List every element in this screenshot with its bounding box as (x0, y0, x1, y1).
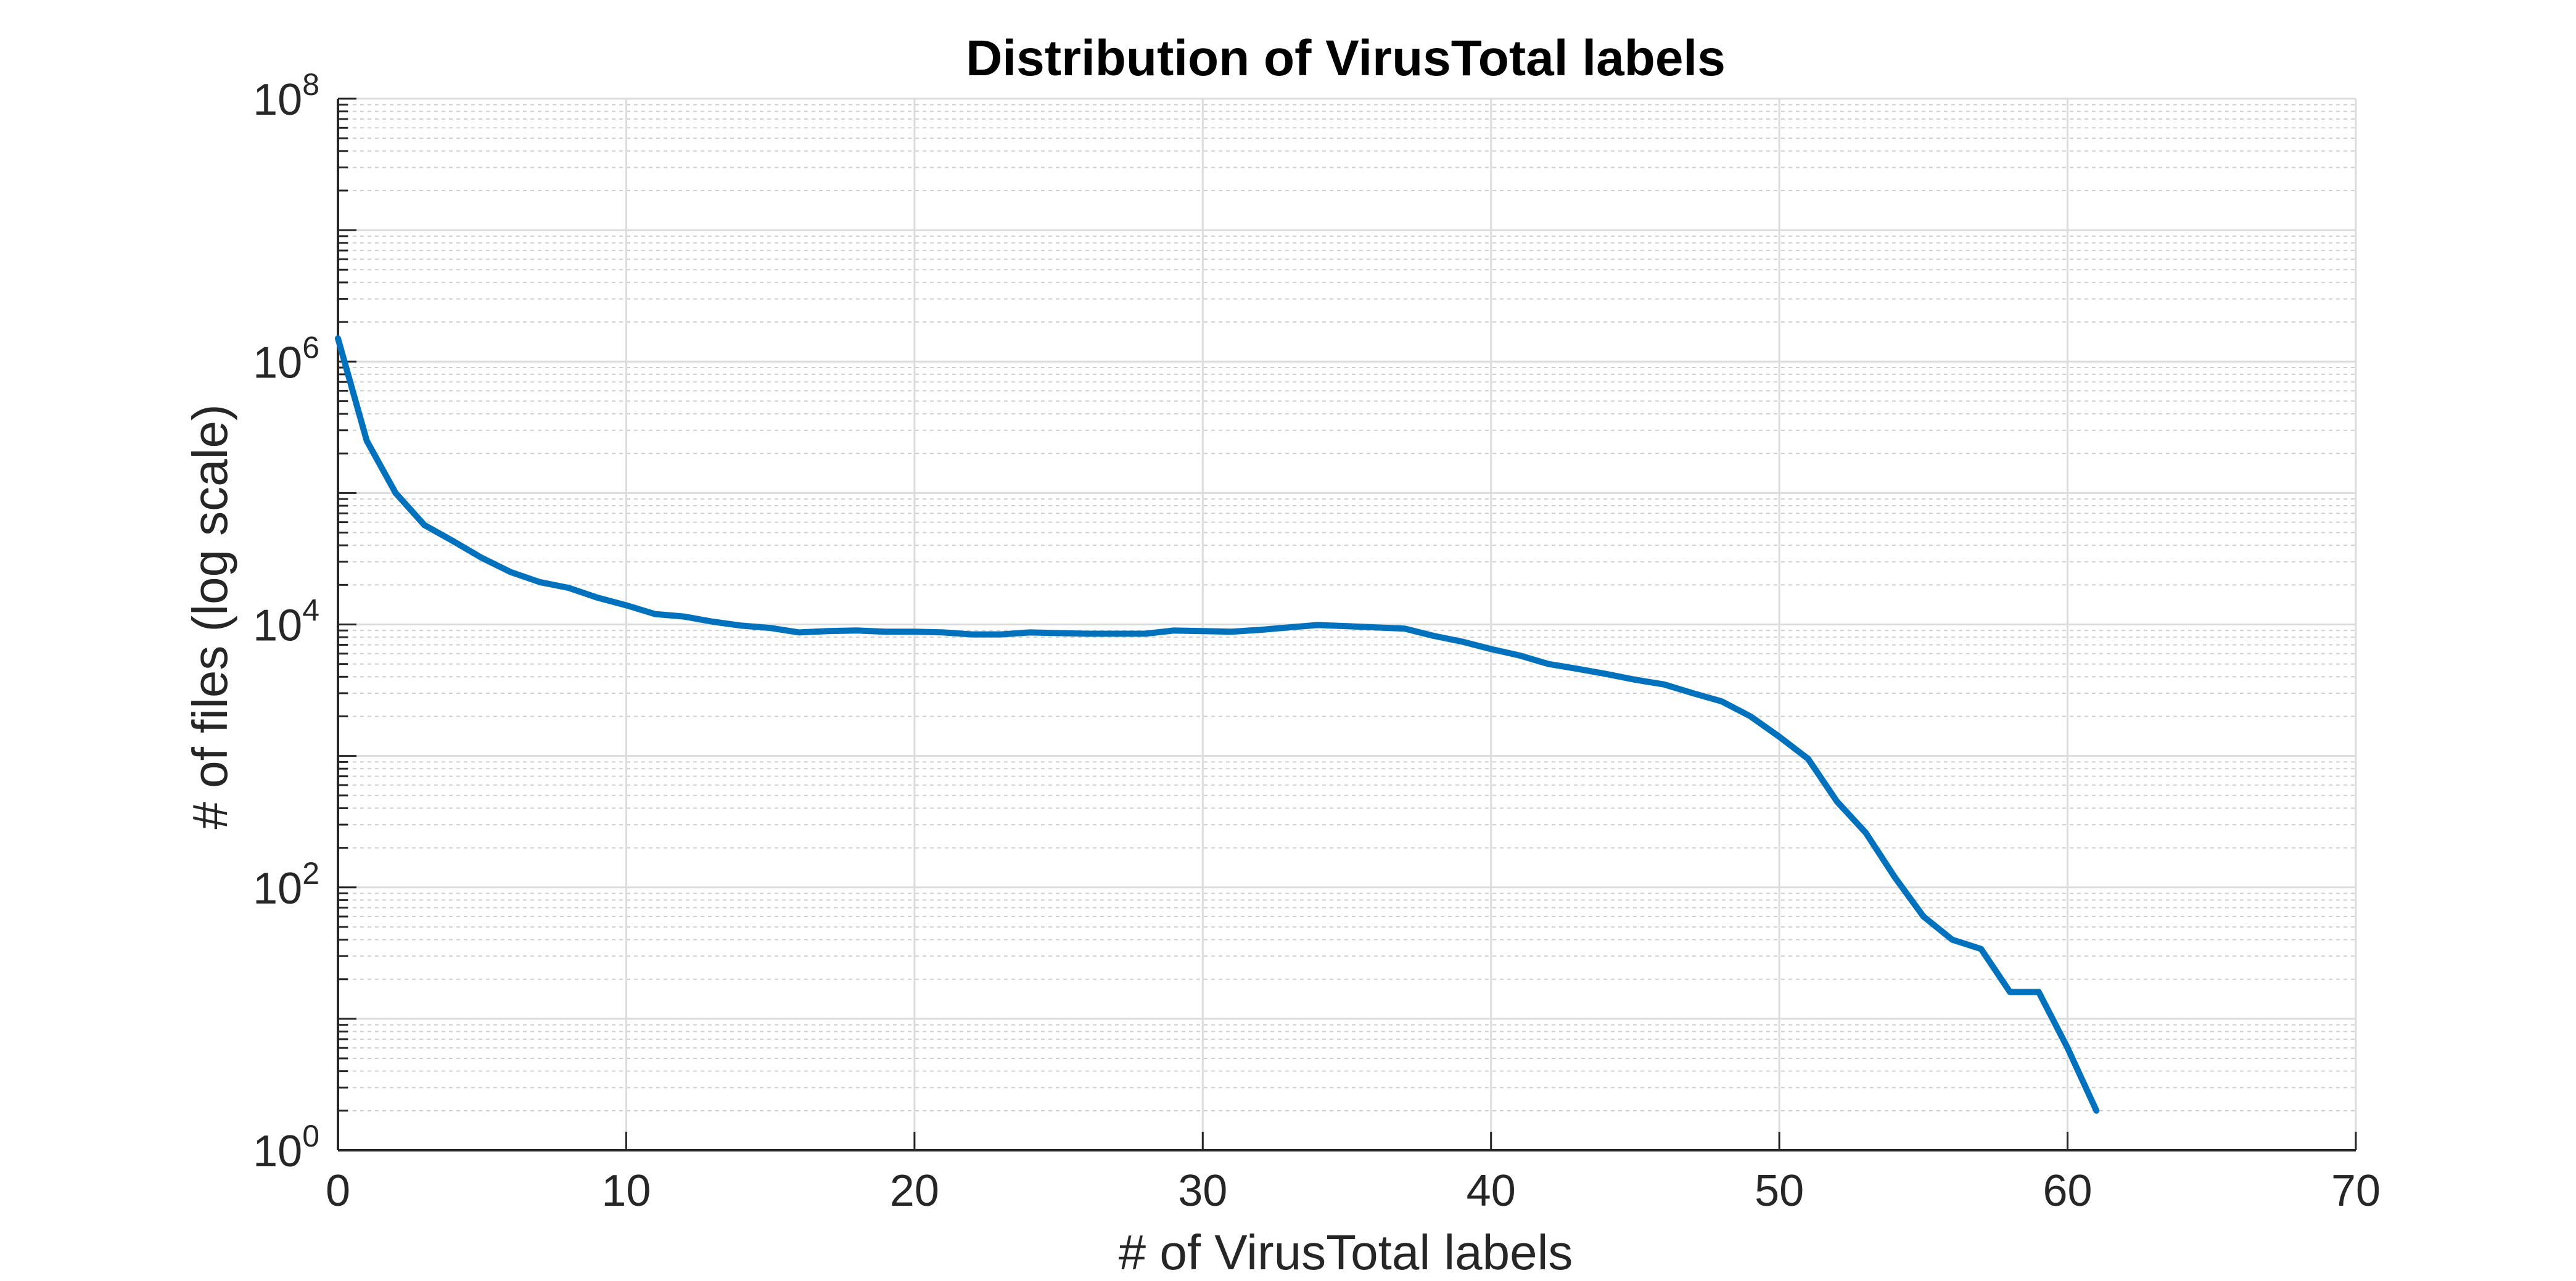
x-tick-label: 70 (2331, 1166, 2381, 1216)
axes (337, 97, 2357, 1151)
x-tick-label: 60 (2043, 1166, 2092, 1216)
y-tick-label: 104 (253, 593, 319, 651)
y-tick-label: 106 (253, 330, 319, 387)
y-tick-label: 102 (253, 856, 319, 913)
x-tick-label: 40 (1467, 1166, 1516, 1216)
series-line (335, 335, 2100, 1114)
x-axis-title: # of VirusTotal labels (1119, 1225, 1573, 1280)
series (335, 335, 2100, 1114)
y-tick-label: 108 (253, 67, 319, 125)
x-tick-label: 10 (601, 1166, 651, 1216)
y-axis-title: # of files (log scale) (183, 404, 237, 829)
x-tick-label: 50 (1755, 1166, 1804, 1216)
x-tick-label: 30 (1178, 1166, 1227, 1216)
y-tick-label: 100 (253, 1119, 319, 1176)
chart-title: Distribution of VirusTotal labels (966, 30, 1726, 86)
grid (337, 97, 2357, 1151)
x-tick-label: 0 (326, 1166, 350, 1216)
tick-labels: 0 10 20 30 40 50 60 70 100 102 104 106 108 (253, 67, 2381, 1216)
x-tick-label: 20 (890, 1166, 939, 1216)
